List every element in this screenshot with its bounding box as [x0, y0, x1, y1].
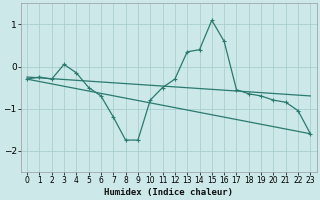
X-axis label: Humidex (Indice chaleur): Humidex (Indice chaleur) — [104, 188, 233, 197]
